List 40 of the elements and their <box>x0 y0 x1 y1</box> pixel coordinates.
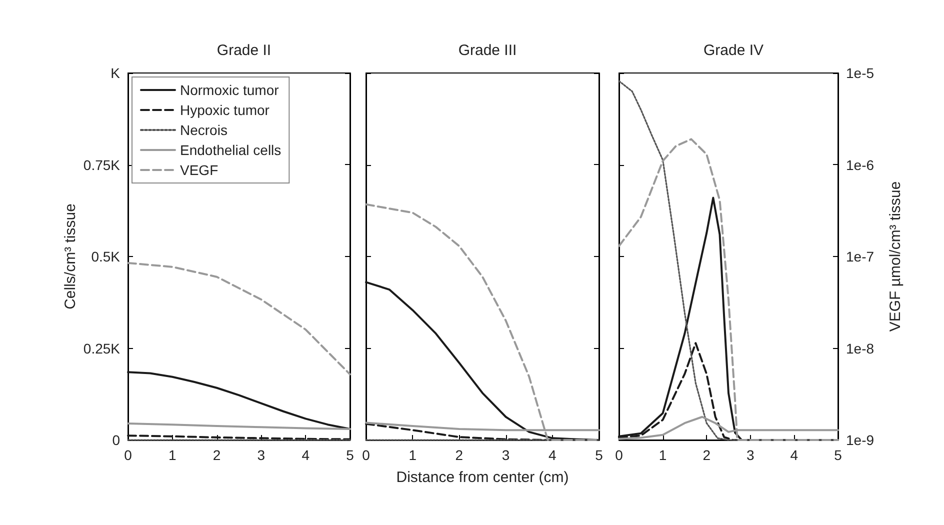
x-tick-label: 5 <box>346 447 354 463</box>
x-tick-label: 3 <box>746 447 754 463</box>
x-axis-title: Distance from center (cm) <box>396 469 569 486</box>
y2-tick-label: 1e-7 <box>846 248 874 264</box>
x-tick-label: 4 <box>548 447 556 463</box>
x-tick-label: 0 <box>615 447 624 463</box>
chart-title: Grade IV <box>703 42 764 59</box>
x-tick-label: 2 <box>212 447 221 463</box>
legend-label: Necrois <box>180 122 228 138</box>
x-tick-label: 1 <box>408 447 417 463</box>
y-axis-title: Cells/cm³ tissue <box>62 204 79 310</box>
x-tick-label: 5 <box>834 447 842 463</box>
y-tick-label: 0.75K <box>83 156 121 173</box>
x-tick-label: 3 <box>502 447 510 463</box>
legend-label: Normoxic tumor <box>180 82 280 98</box>
y2-tick-label: 1e-5 <box>846 65 874 81</box>
chart-title: Grade III <box>458 42 517 59</box>
legend-label: VEGF <box>180 162 218 178</box>
y2-tick-label: 1e-8 <box>846 340 874 356</box>
x-tick-label: 5 <box>595 447 604 463</box>
y-tick-label: 0.5K <box>91 248 121 264</box>
y2-axis-title: VEGF µmol/cm³ tissue <box>887 181 904 332</box>
x-tick-label: 4 <box>790 447 798 463</box>
y2-tick-label: 1e-9 <box>846 432 874 448</box>
y2-tick-label: 1e-6 <box>846 156 874 173</box>
x-tick-label: 0 <box>362 447 370 463</box>
line-series <box>127 371 351 430</box>
x-tick-label: 2 <box>702 447 711 463</box>
legend-label: Endothelial cells <box>180 142 282 158</box>
chart-title: Grade II <box>216 42 272 59</box>
x-tick-label: 1 <box>168 447 176 463</box>
x-tick-label: 1 <box>658 447 667 463</box>
legend-label: Hypoxic tumor <box>180 102 270 118</box>
x-tick-label: 2 <box>455 447 464 463</box>
x-tick-label: 0 <box>124 447 132 463</box>
y-tick-label: 0.25K <box>83 340 121 356</box>
x-tick-label: 3 <box>257 447 266 463</box>
y-tick-label: K <box>110 65 121 81</box>
y-tick-label: 0 <box>112 432 120 448</box>
x-tick-label: 4 <box>302 447 310 463</box>
